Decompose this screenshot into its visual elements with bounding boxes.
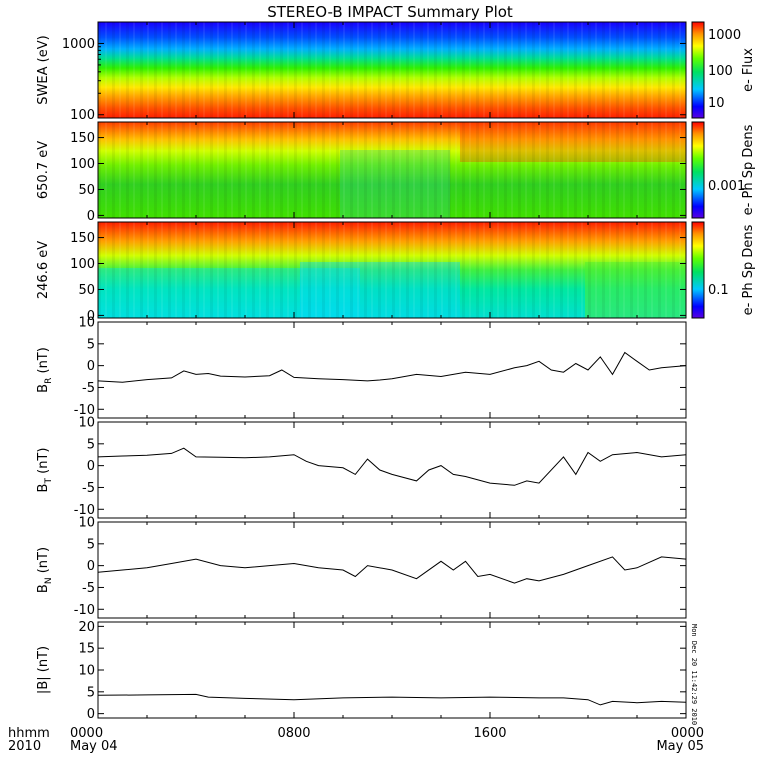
y-tick-label: 15 (78, 642, 95, 657)
bt-y-axis: -10 -5 0 5 10 (74, 416, 686, 518)
y-tick-label: -10 (74, 503, 95, 518)
y-tick-label: 5 (87, 437, 95, 452)
y-tick-label: 100 (70, 108, 95, 123)
plot-title: STEREO-B IMPACT Summary Plot (267, 3, 513, 21)
footer-stamp: Mon Dec 20 11:42:29 2010 (690, 624, 698, 725)
br-frame (97, 321, 687, 419)
swea-y-axis: 100 1000 (62, 21, 686, 123)
y-tick-label: 5 (87, 537, 95, 552)
y-tick-label: 0 (87, 459, 95, 474)
x-tick-label: 0800 (277, 726, 310, 741)
bmag-ylabel: |B| (nT) (36, 646, 51, 694)
y-tick-label: 5 (87, 685, 95, 700)
panel-br: -10 -5 0 5 10 BR (nT) (36, 316, 687, 419)
bt-ylabel: BT (nT) (36, 448, 54, 493)
br-y-axis: -10 -5 0 5 10 (74, 316, 686, 418)
y-tick-label: -10 (74, 403, 95, 418)
pa650-colorbar (691, 121, 705, 219)
time-axis-row2-label: 2010 (8, 739, 41, 754)
panel-bt: -10 -5 0 5 10 BT (nT) (36, 416, 687, 519)
pa650-ylabel: 650.7 eV (36, 141, 51, 199)
y-tick-label: 150 (70, 131, 95, 146)
x-tick-date: May 05 (656, 739, 704, 754)
x-tick-date: May 04 (70, 739, 118, 754)
pa650-cbar-label: e- Ph Sp Dens (741, 124, 756, 215)
y-tick-label: 150 (70, 231, 95, 246)
y-tick-label: 0 (87, 707, 95, 722)
pa246-y-axis: 0 50 100 150 (70, 231, 686, 324)
y-tick-label: 50 (78, 283, 95, 298)
y-tick-label: 100 (70, 257, 95, 272)
pa246-cbar-tick-0: 0.1 (708, 283, 729, 298)
y-tick-label: 10 (78, 316, 95, 331)
y-tick-label: 5 (87, 337, 95, 352)
pa650-texture (98, 122, 686, 218)
y-tick-label: -5 (82, 581, 95, 596)
br-series-line (97, 351, 687, 383)
swea-cbar-label: e- Flux (741, 48, 756, 92)
panel-246: 0 50 100 150 246.6 eV 0.1 e- Ph Sp Dens (36, 221, 756, 324)
panel-bmag: 0 5 10 15 20 |B| (nT) Mon Dec 20 11:42:29 20… (36, 620, 698, 725)
y-tick-label: 0 (87, 309, 95, 324)
swea-cbar-tick-1: 100 (708, 64, 733, 79)
swea-cbar-tick-2: 10 (708, 96, 725, 111)
swea-ylabel: SWEA (eV) (36, 35, 51, 104)
x-tick-label: 0000 (671, 726, 704, 741)
y-tick-label: 1000 (62, 37, 95, 52)
bn-series-line (97, 556, 687, 584)
swea-colorbar (691, 21, 705, 119)
pa650-y-axis: 0 50 100 150 (70, 131, 686, 224)
y-tick-label: 10 (78, 516, 95, 531)
bn-ylabel: BN (nT) (36, 547, 54, 593)
pa246-texture (98, 222, 686, 318)
y-tick-label: 0 (87, 359, 95, 374)
time-axis-ticks (97, 22, 687, 718)
bmag-series-line (97, 693, 687, 706)
bmag-frame (97, 621, 687, 719)
time-axis-row1-label: hhmm (8, 726, 50, 741)
bt-frame (97, 421, 687, 519)
y-tick-label: 0 (87, 209, 95, 224)
bt-series-line (97, 447, 687, 486)
y-tick-label: 50 (78, 183, 95, 198)
panel-swea: 100 1000 SWEA (eV) 1000 100 10 e- Flux (36, 21, 756, 123)
bmag-y-axis: 0 5 10 15 20 (78, 620, 686, 722)
x-tick-label: 1600 (473, 726, 506, 741)
y-tick-label: -10 (74, 603, 95, 618)
pa246-colorbar (691, 221, 705, 319)
y-tick-label: -5 (82, 381, 95, 396)
br-ylabel: BR (nT) (36, 347, 54, 393)
panel-bn: -10 -5 0 5 10 BN (nT) (36, 516, 687, 619)
pa246-ylabel: 246.6 eV (36, 241, 51, 299)
y-tick-label: -5 (82, 481, 95, 496)
pa650-cbar-tick-0: 0.001 (708, 179, 745, 194)
swea-cbar-tick-0: 1000 (708, 28, 741, 43)
panel-650: 0 50 100 150 650.7 eV 0.001 e- Ph Sp Dens (36, 121, 756, 224)
y-tick-label: 0 (87, 559, 95, 574)
bn-y-axis: -10 -5 0 5 10 (74, 516, 686, 618)
y-tick-label: 20 (78, 620, 95, 635)
swea-texture (98, 22, 686, 118)
x-tick-label: 0000 (70, 726, 103, 741)
pa246-cbar-label: e- Ph Sp Dens (741, 224, 756, 315)
y-tick-label: 100 (70, 157, 95, 172)
y-tick-label: 10 (78, 416, 95, 431)
y-tick-label: 10 (78, 664, 95, 679)
